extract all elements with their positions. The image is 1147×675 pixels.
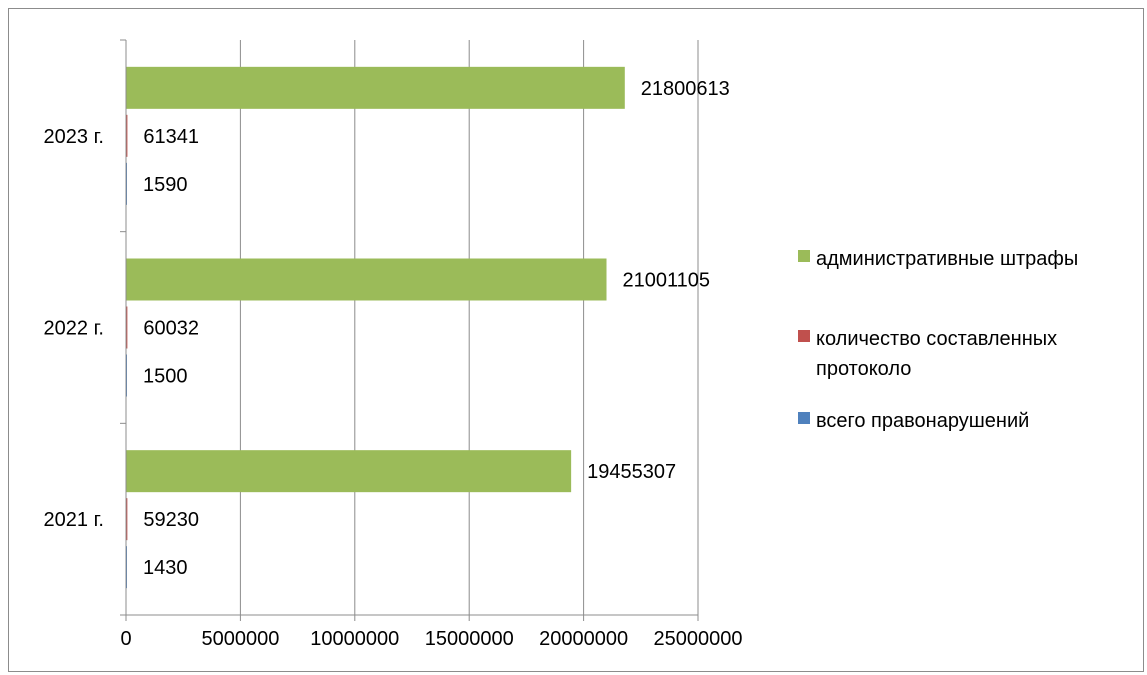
- bar: [126, 306, 128, 349]
- category-label: 2023 г.: [44, 126, 104, 148]
- x-tick-label: 5000000: [201, 628, 279, 650]
- data-label: 61341: [143, 126, 199, 148]
- data-label: 1430: [143, 557, 188, 579]
- category-label: 2021 г.: [44, 509, 104, 531]
- gridlines: [239, 40, 699, 615]
- x-tick-label: 25000000: [654, 628, 743, 650]
- bar: [126, 258, 607, 301]
- bar: [126, 66, 625, 109]
- bar: [126, 498, 128, 541]
- x-tick-label: 20000000: [539, 628, 628, 650]
- axes: 0 5000000 10000000 15000000 20000000 25000000…: [44, 39, 743, 650]
- legend-swatch: [798, 250, 810, 262]
- chart-frame: [8, 8, 1144, 672]
- legend-label: всего правонарушений: [816, 410, 1029, 432]
- bar: [126, 114, 128, 157]
- data-label: 1500: [143, 366, 188, 388]
- legend-swatch: [798, 330, 810, 342]
- data-label: 21001105: [623, 270, 711, 292]
- x-tick-label: 0: [120, 628, 131, 650]
- legend-swatch: [798, 412, 810, 424]
- legend-label: протоколо: [816, 358, 911, 380]
- bar: [126, 450, 572, 493]
- x-tick-label: 15000000: [425, 628, 514, 650]
- data-label: 21800613: [641, 78, 730, 100]
- data-label: 19455307: [587, 461, 676, 483]
- category-label: 2022 г.: [44, 318, 104, 340]
- data-label: 60032: [143, 318, 199, 340]
- data-label: 1590: [143, 174, 188, 196]
- legend-label: административные штрафы: [816, 248, 1078, 270]
- data-labels: 1430 59230 19455307 1500 60032 21001105 1590 61…: [143, 78, 730, 579]
- data-label: 59230: [143, 509, 199, 531]
- legend: административные штрафы количество состав…: [798, 248, 1078, 432]
- legend-label: количество составленных: [816, 328, 1057, 350]
- bars: [126, 66, 625, 589]
- x-tick-label: 10000000: [310, 628, 399, 650]
